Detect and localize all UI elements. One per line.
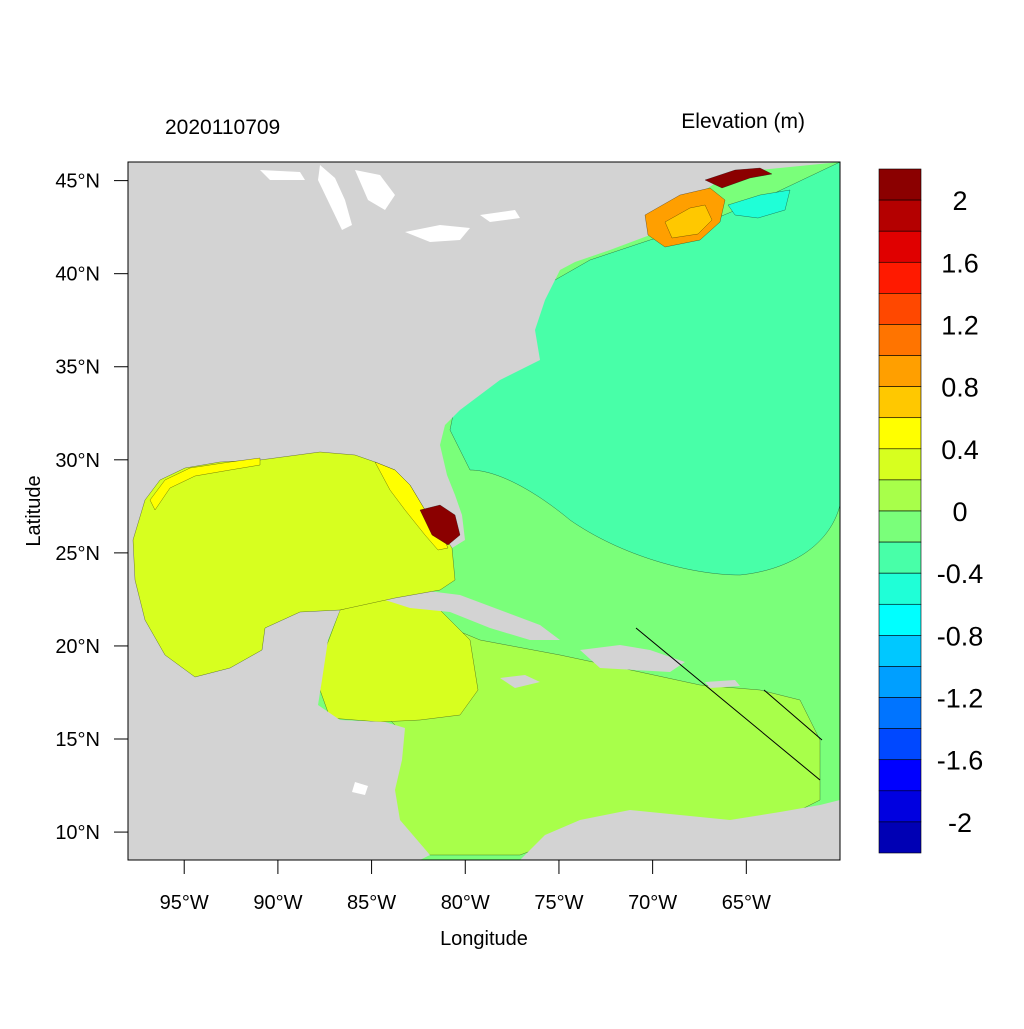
colorbar-label: -1.2 xyxy=(937,684,984,714)
nova-scotia-surge-zone xyxy=(704,167,773,189)
colorbar-label: -2 xyxy=(948,808,972,838)
colorbar-label: 0.4 xyxy=(941,435,979,465)
mexico-central-america-land xyxy=(128,540,430,860)
hispaniola-land xyxy=(580,645,685,672)
colorbar-swatch xyxy=(878,603,922,636)
x-tick-label: 80°W xyxy=(441,892,490,914)
y-tick-label: 35°N xyxy=(55,357,100,379)
variable-label: Elevation (m) xyxy=(681,110,805,133)
colorbar-swatch xyxy=(878,821,922,854)
x-tick-label: 75°W xyxy=(534,892,583,914)
x-tick-label: 95°W xyxy=(160,892,209,914)
colorbar-swatch xyxy=(878,448,922,481)
puerto-rico-land xyxy=(705,680,740,688)
cuba-land xyxy=(385,590,560,640)
transect-line xyxy=(635,627,821,781)
colorbar-label: 0.8 xyxy=(941,373,979,403)
colorbar-swatch xyxy=(878,386,922,419)
colorbar-swatch xyxy=(878,293,922,325)
colorbar-swatch xyxy=(878,790,922,823)
colorbar-swatch xyxy=(878,759,922,792)
great-lakes xyxy=(260,165,520,242)
map-panel xyxy=(128,162,840,860)
cape-cod-low-water xyxy=(727,189,791,219)
colorbar-swatch xyxy=(878,510,922,543)
colorbar-label: -0.4 xyxy=(937,559,984,589)
y-tick-label: 10°N xyxy=(55,822,100,844)
lake-nicaragua xyxy=(352,782,368,795)
colorbar-swatch xyxy=(878,417,922,450)
gulf-coast-fringe xyxy=(149,457,261,511)
colorbar-label: 1.2 xyxy=(941,310,979,340)
colorbar-label: -0.8 xyxy=(937,621,984,651)
colorbar-swatch xyxy=(878,324,922,356)
colorbar xyxy=(878,168,922,854)
x-tick-label: 65°W xyxy=(722,892,771,914)
colorbar-label: -1.6 xyxy=(937,746,984,776)
colorbar-swatch xyxy=(878,728,922,761)
y-axis-ticks: 45°N 40°N 35°N 30°N 25°N 20°N 15°N 10°N xyxy=(55,171,128,844)
colorbar-swatch xyxy=(878,666,922,698)
y-tick-label: 20°N xyxy=(55,636,100,658)
colorbar-labels: 2 1.6 1.2 0.8 0.4 0 -0.4 -0.8 -1.2 -1.6 -2 xyxy=(937,186,984,838)
gulf-of-mexico-water xyxy=(132,451,456,678)
colorbar-swatch xyxy=(878,479,922,512)
x-tick-label: 90°W xyxy=(253,892,302,914)
y-tick-label: 30°N xyxy=(55,450,100,472)
colorbar-swatch xyxy=(878,261,922,294)
y-tick-label: 40°N xyxy=(55,264,100,286)
colorbar-label: 1.6 xyxy=(941,248,979,278)
north-america-land xyxy=(128,162,840,550)
south-america-land xyxy=(520,800,840,860)
x-tick-label: 85°W xyxy=(347,892,396,914)
y-tick-label: 25°N xyxy=(55,543,100,565)
y-tick-label: 45°N xyxy=(55,171,100,193)
florida-surge-zone xyxy=(419,504,461,546)
transect-line xyxy=(763,689,823,741)
gulf-of-maine-mid-surge xyxy=(664,204,713,239)
colorbar-label: 2 xyxy=(952,186,967,216)
colorbar-swatch xyxy=(878,230,922,263)
y-tick-label: 15°N xyxy=(55,729,100,751)
timestamp-label: 2020110709 xyxy=(165,116,280,139)
colorbar-swatch xyxy=(878,541,922,574)
jamaica-land xyxy=(500,675,540,688)
colorbar-swatch xyxy=(878,635,922,667)
colorbar-swatch xyxy=(878,355,922,387)
y-axis-title: Latitude xyxy=(23,475,45,546)
colorbar-swatch xyxy=(878,697,922,729)
colorbar-swatch xyxy=(878,572,922,605)
plot-frame xyxy=(127,161,841,861)
x-tick-label: 70°W xyxy=(628,892,677,914)
colorbar-swatch xyxy=(878,199,922,232)
colorbar-label: 0 xyxy=(952,497,967,527)
x-axis-ticks: 95°W 90°W 85°W 80°W 75°W 70°W 65°W xyxy=(160,860,771,914)
colorbar-swatch xyxy=(878,168,922,201)
x-axis-title: Longitude xyxy=(440,928,528,950)
